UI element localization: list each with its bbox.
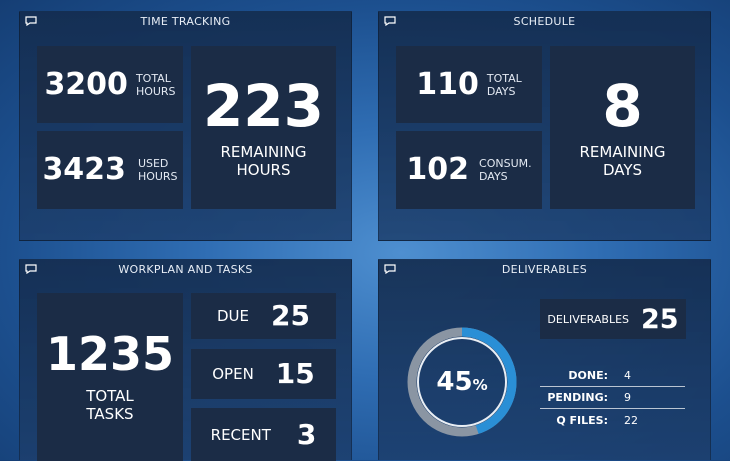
total-tasks-label-1: TOTAL [86,387,134,405]
total-tasks-tile: 1235 TOTAL TASKS [37,293,183,461]
remaining-days-label-1: REMAINING [579,142,666,161]
stat-key: PENDING: [547,391,608,404]
progress-ring [407,327,517,437]
due-tile[interactable]: DUE 25 [191,293,336,339]
label-line: TOTAL [135,71,171,85]
label-line: TOTAL [486,71,522,85]
deliverables-count-tile[interactable]: DELIVERABLES 25 [540,299,686,339]
open-value: 15 [275,357,315,390]
consumed-days-tile: 102 CONSUM. DAYS [396,131,542,209]
recent-value: 3 [296,417,317,451]
stat-value: 22 [624,414,638,427]
chat-bubble-icon[interactable] [384,16,396,26]
remaining-hours-tile: 223 REMAINING HOURS [191,46,336,209]
panel-title: SCHEDULE [513,15,576,28]
progress-value: 45 [436,367,473,397]
schedule-panel: SCHEDULE 110 TOTAL DAYS 102 CONSUM. DAYS… [378,11,711,241]
progress-unit: % [472,376,488,394]
open-label: OPEN [212,365,254,383]
remaining-hours-label-2: HOURS [236,160,291,179]
used-hours-label: USED HOURS [138,157,178,183]
label-line: USED [137,157,169,170]
chat-bubble-icon[interactable] [384,264,396,274]
panel-title: TIME TRACKING [140,15,231,28]
stat-value: 9 [624,391,631,404]
total-days-tile: 110 TOTAL DAYS [396,46,542,123]
total-days-label: TOTAL DAYS [487,72,522,98]
label-line: HOURS [135,84,176,98]
recent-tile[interactable]: RECENT 3 [191,408,336,461]
consumed-days-value: 102 [406,152,470,187]
stat-row-pending: PENDING: 9 [540,387,685,409]
remaining-days-value: 8 [602,71,643,140]
deliverables-panel: DELIVERABLES 45 % DELIVERABLES 25 [378,259,711,460]
chat-bubble-icon[interactable] [25,264,37,274]
total-hours-value: 3200 [44,66,128,102]
deliverables-count-label: DELIVERABLES [547,312,630,326]
total-days-value: 110 [416,66,479,102]
label-line: CONSUM. [479,157,532,170]
remaining-hours-label-1: REMAINING [220,142,307,161]
stat-row-done: DONE: 4 [540,365,685,387]
chat-bubble-icon[interactable] [25,16,37,26]
due-value: 25 [271,299,310,332]
open-tile[interactable]: OPEN 15 [191,349,336,399]
total-hours-tile: 3200 TOTAL HOURS [37,46,183,123]
stat-key: Q FILES: [556,414,608,427]
progress-ring-inner [417,337,507,427]
time-tracking-panel: TIME TRACKING 3200 TOTAL HOURS 3423 USED… [19,11,352,241]
remaining-days-tile: 8 REMAINING DAYS [550,46,695,209]
total-hours-label: TOTAL HOURS [136,72,176,98]
workplan-panel: WORKPLAN AND TASKS 1235 TOTAL TASKS DUE … [19,259,352,461]
remaining-days-label-2: DAYS [602,160,643,179]
stat-key: DONE: [568,369,608,382]
used-hours-tile: 3423 USED HOURS [37,131,183,209]
progress-ring-fill [407,327,517,437]
due-label: DUE [217,307,250,325]
label-line: DAYS [486,84,516,98]
total-tasks-value: 1235 [45,327,175,381]
panel-title: WORKPLAN AND TASKS [118,263,253,276]
total-tasks-label-2: TASKS [86,405,134,423]
recent-label: RECENT [210,425,271,444]
remaining-hours-value: 223 [202,71,325,140]
panel-title: DELIVERABLES [501,263,588,276]
label-line: DAYS [479,170,508,183]
stat-row-q-files: Q FILES: 22 [540,410,685,432]
stat-value: 4 [624,369,631,382]
label-line: HOURS [137,170,178,183]
deliverables-count-value: 25 [641,303,679,335]
progress-label: 45 % [406,326,518,438]
used-hours-value: 3423 [42,152,126,187]
consumed-days-label: CONSUM. DAYS [479,157,532,183]
